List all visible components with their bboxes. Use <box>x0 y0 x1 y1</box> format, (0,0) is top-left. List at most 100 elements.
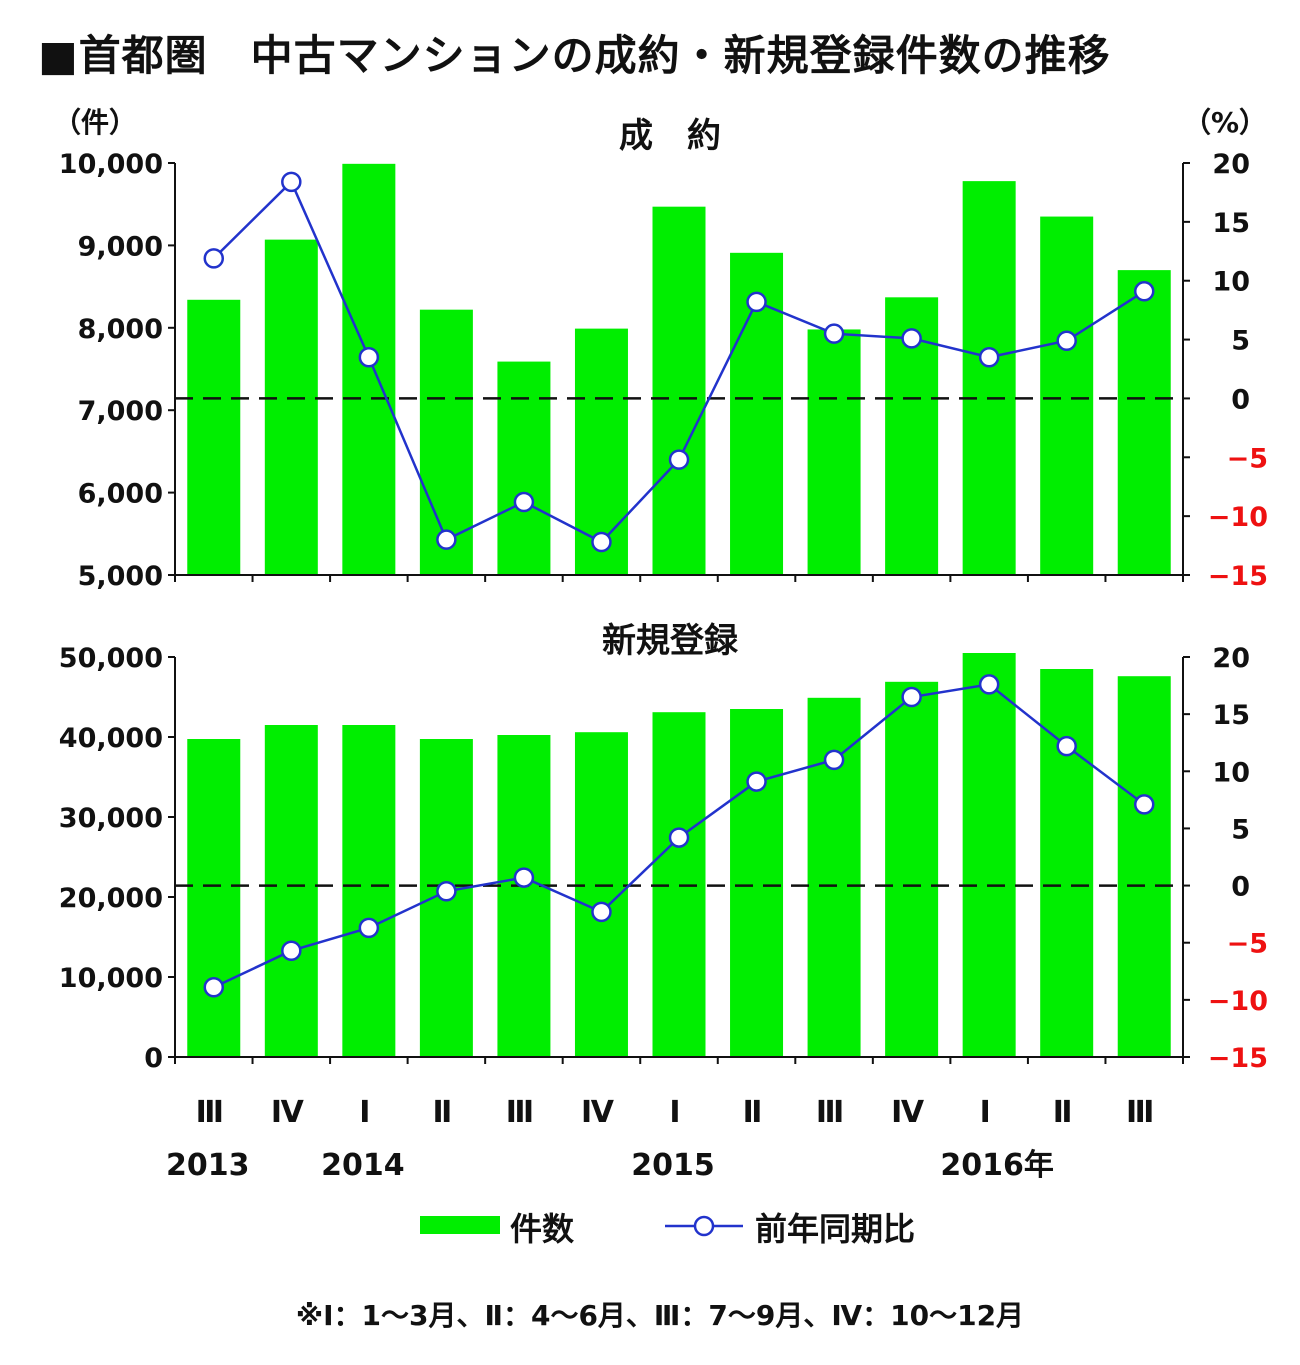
right-tick-label: 0 <box>1231 872 1250 903</box>
right-tick-label: 5 <box>1231 814 1250 845</box>
yoy-point <box>746 291 767 313</box>
quarter-label: Ⅰ <box>359 1095 370 1130</box>
quarter-label: Ⅱ <box>1053 1095 1073 1130</box>
bar <box>807 329 861 575</box>
yoy-point <box>281 171 302 193</box>
right-tick-label: −5 <box>1227 929 1268 960</box>
legend-line-marker <box>693 1215 715 1237</box>
left-tick-label: 8,000 <box>78 314 163 345</box>
year-label: 2015 <box>631 1148 715 1183</box>
panel-title: 成 約 <box>619 116 721 156</box>
year-label: 2014 <box>321 1148 405 1183</box>
yoy-point <box>203 977 225 998</box>
yoy-point <box>668 827 690 848</box>
yoy-point <box>978 346 1000 368</box>
yoy-point <box>436 529 457 550</box>
bar <box>885 681 939 1057</box>
quarter-label: Ⅰ <box>669 1095 680 1130</box>
footnote: ※Ⅰ：1～3月、Ⅱ：4～6月、Ⅲ：7～9月、Ⅳ：10～12月 <box>296 1299 1024 1332</box>
legend-bar-swatch <box>420 1216 500 1234</box>
right-tick-label: −5 <box>1227 443 1268 474</box>
yoy-point <box>823 749 845 771</box>
yoy-point <box>1133 794 1155 815</box>
left-tick-label: 6,000 <box>78 479 163 510</box>
quarter-label: Ⅲ <box>196 1095 224 1130</box>
yoy-point <box>823 323 845 344</box>
yoy-point <box>513 867 535 888</box>
bar <box>264 239 318 575</box>
quarter-label: Ⅲ <box>1126 1095 1154 1130</box>
bar <box>342 163 396 575</box>
legend-line-label: 前年同期比 <box>755 1210 915 1248</box>
bar <box>730 709 784 1057</box>
left-tick-label: 40,000 <box>59 723 163 754</box>
left-tick-label: 10,000 <box>59 963 163 994</box>
right-tick-label: 20 <box>1212 643 1250 674</box>
left-axis-unit: （件） <box>53 106 137 139</box>
right-tick-label: 20 <box>1212 149 1250 180</box>
yoy-point <box>591 901 612 923</box>
left-tick-label: 30,000 <box>59 803 163 834</box>
left-tick-label: 10,000 <box>59 149 163 180</box>
right-tick-label: 10 <box>1212 757 1250 788</box>
bar <box>962 653 1016 1057</box>
yoy-point <box>1056 330 1077 351</box>
yoy-point <box>513 491 535 513</box>
yoy-point <box>668 449 690 470</box>
quarter-label: Ⅳ <box>891 1095 924 1130</box>
legend-bar-label: 件数 <box>510 1210 575 1248</box>
bar <box>1040 669 1094 1057</box>
bar <box>1040 216 1094 575</box>
yoy-point <box>436 881 457 902</box>
yoy-point <box>281 940 302 961</box>
year-label: 2016年 <box>940 1148 1054 1183</box>
yoy-point <box>358 346 380 368</box>
bar <box>1117 676 1171 1057</box>
yoy-point <box>591 531 612 553</box>
right-tick-label: 0 <box>1231 384 1250 415</box>
yoy-point <box>901 328 922 349</box>
year-label: 2013 <box>166 1148 250 1183</box>
right-tick-label: −10 <box>1208 986 1268 1017</box>
quarter-label: Ⅲ <box>506 1095 534 1130</box>
quarter-label: Ⅳ <box>581 1095 614 1130</box>
panel-title: 新規登録 <box>602 621 739 661</box>
yoy-point <box>1056 735 1077 757</box>
yoy-point <box>203 248 225 269</box>
left-tick-label: 0 <box>144 1043 163 1074</box>
bar <box>962 181 1016 576</box>
right-tick-label: −10 <box>1208 502 1268 533</box>
left-tick-label: 7,000 <box>78 396 163 427</box>
yoy-point <box>901 686 922 708</box>
left-tick-label: 9,000 <box>78 231 163 262</box>
right-tick-label: 15 <box>1212 208 1250 239</box>
bar <box>497 361 551 575</box>
bar <box>497 735 551 1057</box>
quarter-label: Ⅱ <box>743 1095 763 1130</box>
bar <box>1117 270 1171 575</box>
right-tick-label: −15 <box>1208 561 1268 592</box>
right-tick-label: 15 <box>1212 700 1250 731</box>
right-tick-label: 5 <box>1231 326 1250 357</box>
bar <box>342 725 396 1057</box>
bar <box>652 206 706 575</box>
bar <box>187 739 241 1057</box>
left-tick-label: 5,000 <box>78 561 163 592</box>
yoy-point <box>746 771 767 792</box>
quarter-label: Ⅳ <box>271 1095 304 1130</box>
left-tick-label: 20,000 <box>59 883 163 914</box>
quarter-label: Ⅱ <box>433 1095 453 1130</box>
yoy-point <box>978 674 1000 695</box>
bar <box>264 725 318 1057</box>
right-tick-label: −15 <box>1208 1043 1268 1074</box>
chart-title: ■首都圏 中古マンションの成約・新規登録件数の推移 <box>38 31 1111 80</box>
quarter-label: Ⅲ <box>816 1095 844 1130</box>
bar <box>187 299 241 575</box>
yoy-point <box>358 917 380 939</box>
yoy-point <box>1133 281 1155 302</box>
right-axis-unit: （%） <box>1183 106 1267 139</box>
quarter-label: Ⅰ <box>980 1095 991 1130</box>
right-tick-label: 10 <box>1212 267 1250 298</box>
left-tick-label: 50,000 <box>59 643 163 674</box>
